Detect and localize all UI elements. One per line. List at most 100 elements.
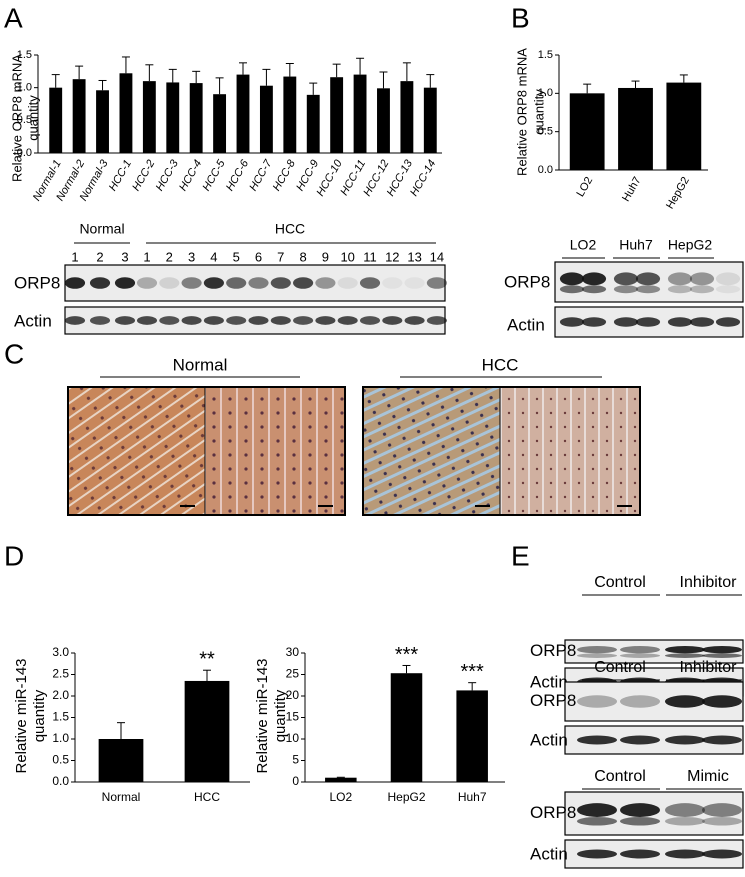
image-frame [67, 386, 346, 516]
y-tick-label: 1.5 [538, 49, 553, 61]
blot-band [159, 316, 180, 325]
bar [377, 88, 390, 153]
lane-label: 6 [255, 249, 262, 264]
x-tick-label: LO2 [329, 790, 352, 804]
x-tick-label: HCC [194, 790, 220, 804]
blot-band [181, 277, 202, 289]
blot-band [715, 285, 741, 294]
bar [423, 87, 437, 153]
blot-band [667, 285, 693, 294]
bar [456, 690, 488, 782]
row-label: ORP8 [504, 272, 550, 291]
row-label: ORP8 [14, 273, 60, 292]
blot-band [270, 316, 291, 325]
blot-band [114, 316, 136, 325]
row-label: Actin [530, 672, 568, 691]
lane-label: 7 [277, 249, 284, 264]
group-label: LO2 [570, 237, 597, 253]
blot-band [159, 277, 180, 289]
blot-band [701, 803, 743, 817]
blot-band [689, 272, 715, 286]
lane-label: 5 [233, 249, 240, 264]
blot-band [619, 849, 661, 859]
bar [283, 76, 297, 153]
bar [72, 79, 86, 153]
y-tick-label: 1.5 [52, 710, 69, 724]
histology-image [500, 387, 640, 515]
bar [142, 81, 156, 153]
y-tick-label: 1.5 [17, 49, 32, 61]
y-tick-label: 20 [286, 688, 300, 702]
group-label: Mimic [687, 768, 729, 785]
row-label: ORP8 [530, 803, 576, 822]
y-tick-label: 0.5 [52, 753, 69, 767]
x-tick-label: Huh7 [458, 790, 487, 804]
blot-band [581, 272, 607, 286]
group-label: Normal [79, 221, 124, 237]
blot-band [664, 645, 706, 654]
y-tick-label: 0.5 [538, 126, 553, 138]
lane-label: 4 [210, 249, 217, 264]
blot-band [619, 816, 661, 826]
blot-band [559, 272, 585, 286]
histology-image [68, 387, 205, 515]
blot-band [89, 316, 111, 325]
significance-label: *** [460, 661, 484, 683]
lane-label: 12 [385, 249, 399, 264]
blot-band [270, 277, 291, 289]
row-label: Actin [530, 844, 568, 863]
group-label: Inhibitor [680, 574, 738, 591]
blot-band [337, 316, 358, 325]
panel-label: C [4, 338, 24, 369]
panel-label: E [511, 540, 530, 571]
blot-band [619, 803, 661, 817]
blot-band [382, 316, 403, 325]
y-tick-label: 30 [286, 645, 300, 659]
group-label: Huh7 [619, 237, 653, 253]
lane-label: 8 [299, 249, 306, 264]
y-tick-label: 2.0 [52, 688, 69, 702]
y-tick-label: 25 [286, 667, 300, 681]
blot-band [426, 316, 447, 325]
group-label: Normal [173, 355, 228, 374]
lane-label: 14 [430, 249, 444, 264]
y-axis-label: Relative ORP8 mRNA [9, 54, 24, 182]
panel-label: A [4, 2, 23, 33]
blot-band [664, 849, 706, 859]
row-label: Actin [530, 730, 568, 749]
bar [325, 777, 357, 782]
bar [49, 87, 63, 153]
blot-band [114, 277, 136, 289]
blot-band [635, 317, 661, 327]
bar [184, 680, 230, 782]
y-tick-label: 15 [286, 710, 300, 724]
blot-band [689, 285, 715, 294]
bar [569, 93, 605, 170]
blot-band [635, 285, 661, 294]
blot-band [576, 849, 618, 859]
blot-band [203, 277, 224, 289]
bar [189, 83, 203, 153]
significance-label: ** [199, 648, 215, 670]
blot-band [559, 317, 585, 327]
blot-band [613, 285, 639, 294]
bar [96, 90, 109, 153]
y-tick-label: 1.0 [538, 87, 553, 99]
lane-label: 9 [322, 249, 329, 264]
y-tick-label: 0.0 [538, 164, 553, 176]
group-label: Inhibitor [680, 659, 738, 676]
blot-band [89, 277, 111, 289]
blot-band [136, 277, 158, 289]
blot-band [248, 316, 269, 325]
histology-image [205, 387, 345, 515]
x-tick-label: Huh7 [620, 175, 644, 204]
blot-band [248, 277, 269, 289]
bar [119, 73, 133, 153]
blot-band [581, 317, 607, 327]
blot-band [664, 653, 706, 658]
y-tick-label: 2.5 [52, 667, 69, 681]
histology-image [363, 387, 500, 515]
blot-band [619, 653, 661, 658]
blot-band [689, 317, 715, 327]
